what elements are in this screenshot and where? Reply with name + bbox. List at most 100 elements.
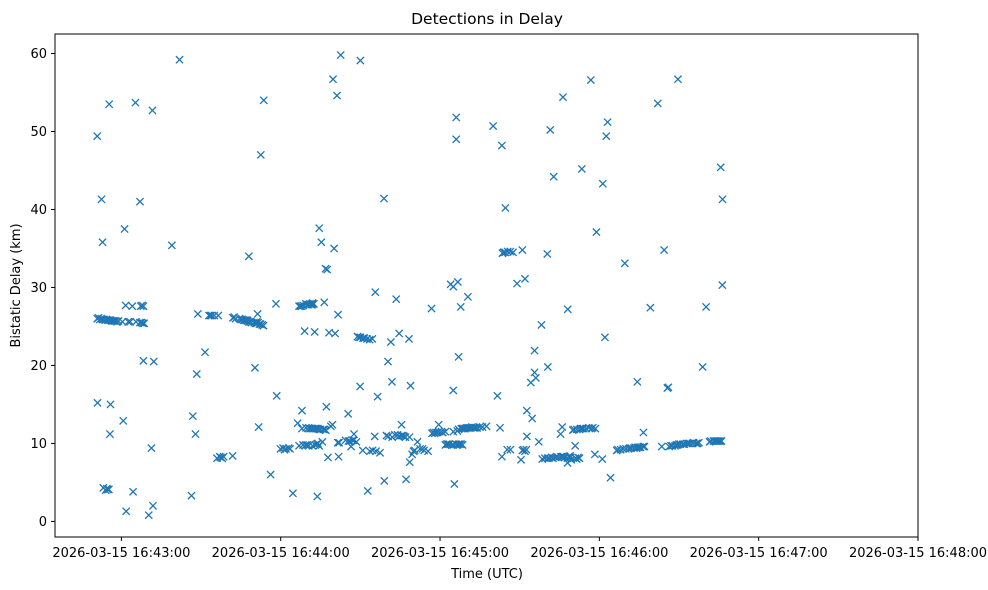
data-point — [716, 163, 725, 172]
y-tick-label: 60 — [30, 47, 47, 62]
data-point — [207, 311, 216, 320]
data-markers — [93, 50, 727, 520]
data-point — [105, 430, 115, 439]
data-point — [406, 381, 415, 390]
data-point — [506, 247, 515, 256]
data-point — [522, 445, 531, 454]
data-point — [373, 392, 382, 401]
data-point — [518, 245, 527, 255]
data-point — [463, 292, 472, 301]
data-point — [193, 309, 202, 319]
data-point — [135, 197, 145, 206]
data-point — [219, 452, 228, 461]
data-point — [319, 425, 328, 434]
data-point — [293, 419, 302, 428]
data-point — [105, 100, 114, 109]
data-point — [124, 317, 133, 326]
data-point — [497, 141, 506, 150]
data-point — [256, 320, 265, 329]
data-point — [702, 302, 711, 312]
data-point — [335, 438, 344, 447]
data-point — [543, 362, 552, 372]
data-point — [328, 75, 338, 84]
data-point — [450, 479, 459, 489]
data-point — [537, 320, 546, 329]
data-point — [148, 501, 158, 510]
data-point — [93, 132, 102, 141]
data-point — [522, 432, 531, 441]
y-tick-label: 40 — [30, 203, 47, 218]
data-point — [313, 492, 322, 501]
data-point — [200, 348, 210, 357]
y-tick-label: 30 — [30, 281, 47, 296]
data-point — [330, 244, 339, 253]
x-axis-label: Time (UTC) — [450, 567, 523, 582]
data-point — [301, 440, 310, 450]
data-point — [543, 249, 552, 258]
data-point — [313, 439, 322, 448]
data-point — [452, 135, 461, 144]
data-point — [588, 423, 597, 432]
data-point — [288, 489, 297, 498]
data-point — [139, 302, 148, 311]
y-tick-label: 20 — [30, 359, 47, 374]
data-point — [598, 454, 607, 464]
data-point — [271, 299, 280, 308]
data-point — [503, 445, 512, 454]
data-point — [382, 431, 391, 440]
data-point — [97, 195, 106, 204]
data-point — [475, 422, 484, 432]
data-point — [328, 420, 337, 429]
plot-frame — [54, 33, 919, 538]
data-point — [344, 409, 353, 418]
data-point — [139, 356, 148, 365]
data-point — [98, 238, 107, 247]
x-tick-label: 2026-03-15 16:46:00 — [530, 546, 668, 561]
data-point — [531, 373, 540, 382]
data-point — [103, 485, 112, 494]
y-axis-label: Bistatic Delay (km) — [9, 223, 24, 347]
data-point — [516, 455, 526, 464]
data-point — [592, 228, 601, 237]
data-point — [333, 438, 342, 447]
data-point — [501, 203, 510, 212]
data-point — [453, 277, 462, 287]
data-point — [380, 476, 389, 485]
data-point — [714, 437, 723, 446]
data-point — [664, 383, 673, 392]
data-point — [449, 386, 458, 395]
data-point — [285, 444, 295, 453]
y-axis: 0 10 20 30 40 50 60 — [30, 47, 55, 530]
data-point — [427, 304, 436, 313]
data-point — [640, 442, 649, 451]
data-point — [577, 164, 586, 173]
data-point — [639, 428, 648, 437]
data-point — [349, 430, 359, 439]
x-tick-label: 2026-03-15 16:43:00 — [52, 546, 190, 561]
data-point — [534, 437, 543, 446]
data-point — [482, 422, 491, 431]
data-point — [188, 412, 197, 421]
data-point — [358, 446, 367, 455]
data-point — [259, 96, 268, 105]
data-point — [546, 125, 555, 134]
data-point — [455, 440, 465, 449]
data-point — [147, 444, 156, 453]
data-point — [489, 121, 498, 131]
data-point — [323, 453, 333, 462]
data-point — [653, 99, 662, 108]
data-point — [121, 301, 130, 310]
data-point — [718, 195, 727, 204]
data-point — [297, 406, 307, 415]
data-point — [497, 452, 506, 461]
data-point — [558, 93, 568, 102]
y-tick-label: 0 — [39, 515, 47, 530]
data-point — [434, 420, 443, 429]
data-point — [395, 329, 404, 338]
data-point — [660, 245, 669, 255]
data-point — [321, 426, 330, 435]
data-point — [717, 437, 726, 446]
data-point — [438, 428, 447, 437]
data-point — [493, 391, 502, 400]
data-point — [122, 507, 131, 516]
